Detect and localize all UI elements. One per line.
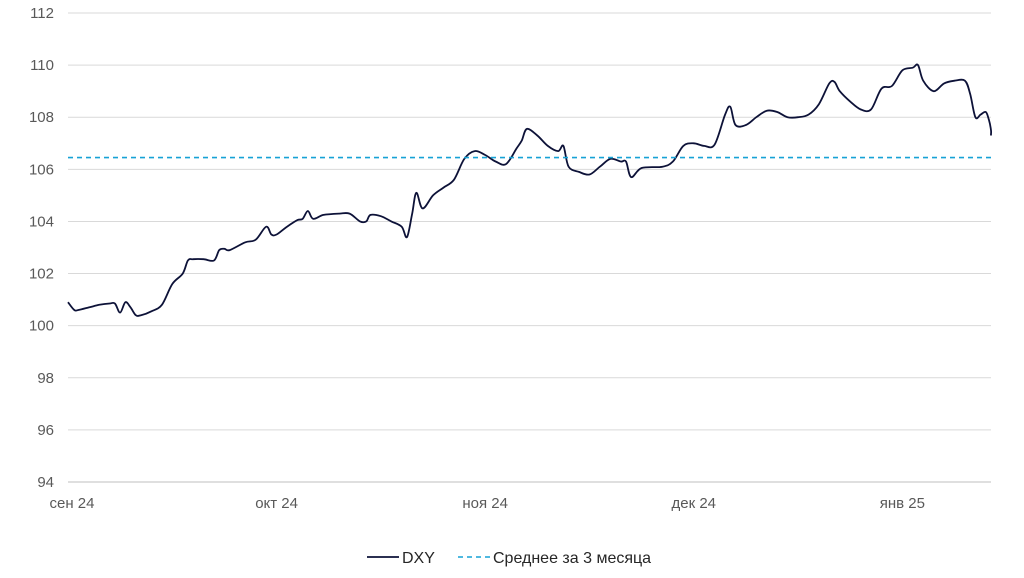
y-tick-label: 108 <box>29 109 54 126</box>
series-lines <box>67 63 993 317</box>
x-axis-tick-labels: сен 24 окт 24 ноя 24 дек 24 янв 25 <box>50 495 925 512</box>
y-tick-label: 102 <box>29 266 54 283</box>
y-tick-label: 96 <box>37 422 54 439</box>
x-tick-label: ноя 24 <box>462 495 508 512</box>
y-tick-label: 100 <box>29 318 54 335</box>
y-tick-label: 98 <box>37 370 54 387</box>
legend-label: DXY <box>402 550 435 567</box>
gridlines <box>68 12 991 483</box>
x-tick-label: окт 24 <box>255 495 298 512</box>
dxy-line <box>67 63 993 317</box>
y-tick-label: 104 <box>29 213 54 230</box>
x-tick-label: янв 25 <box>880 495 925 512</box>
y-tick-label: 110 <box>30 57 54 74</box>
y-axis-tick-labels: 94 96 98 100 102 104 106 108 110 112 <box>29 5 54 491</box>
legend-label: Среднее за 3 месяца <box>493 550 651 567</box>
y-tick-label: 94 <box>37 474 54 491</box>
y-tick-label: 106 <box>29 161 54 178</box>
y-tick-label: 112 <box>30 5 54 22</box>
legend: DXY Среднее за 3 месяца <box>367 550 651 567</box>
x-tick-label: сен 24 <box>50 495 95 512</box>
x-tick-label: дек 24 <box>672 495 717 512</box>
